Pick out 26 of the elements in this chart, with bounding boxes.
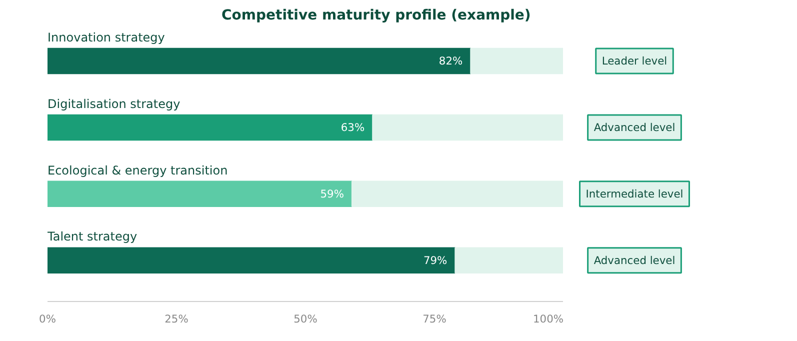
y-tick-label: Digitalisation strategy xyxy=(48,96,180,111)
bar xyxy=(470,48,563,74)
bar xyxy=(48,180,352,208)
bar xyxy=(48,247,456,274)
data-label: 59% xyxy=(320,187,344,200)
x-tick-label: 100% xyxy=(533,312,564,326)
text: Leader level xyxy=(602,54,668,68)
y-tick-label: Innovation strategy xyxy=(48,30,165,44)
data-label: 82% xyxy=(438,54,463,68)
data-label: 79% xyxy=(423,254,448,267)
chart-title: Competitive maturity profile (example) xyxy=(222,8,531,24)
bar xyxy=(454,247,563,274)
x-tick-label: 25% xyxy=(164,312,188,326)
bar xyxy=(351,180,563,208)
text: Advanced level xyxy=(594,254,676,267)
bar xyxy=(48,48,472,74)
data-label: 63% xyxy=(340,120,365,134)
bar xyxy=(48,114,374,141)
x-tick-label: 75% xyxy=(422,312,446,326)
y-tick-label: Talent strategy xyxy=(46,230,138,244)
x-tick-label: 0% xyxy=(39,312,56,326)
y-tick-label: Ecological & energy transition xyxy=(48,163,228,178)
bar xyxy=(372,114,563,141)
x-tick-label: 50% xyxy=(294,312,318,326)
text: Advanced level xyxy=(594,120,676,134)
text: Intermediate level xyxy=(586,187,684,200)
